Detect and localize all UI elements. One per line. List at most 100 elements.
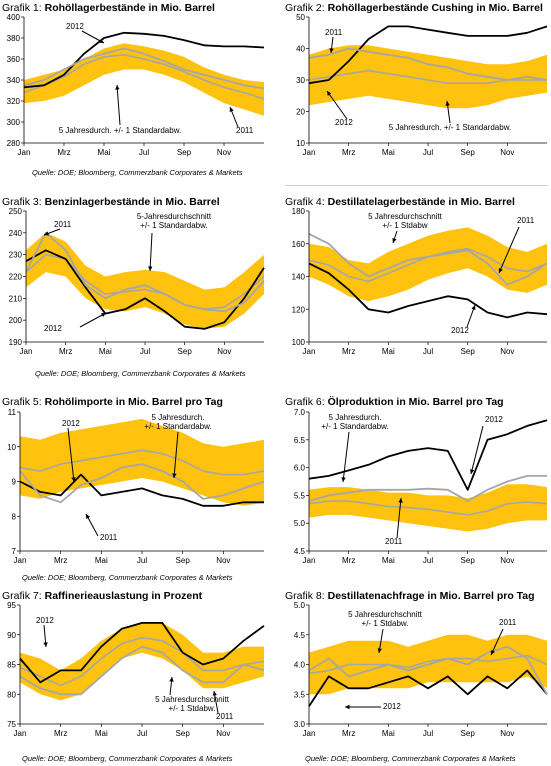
arrow-head <box>115 85 120 90</box>
line-2012 <box>19 622 265 684</box>
arrow-head <box>43 642 48 647</box>
band-area <box>309 484 547 532</box>
annotation-label: 5 Jahresdurch. <box>329 413 382 422</box>
y-tick-label: 120 <box>292 305 306 314</box>
y-tick-label: 75 <box>7 720 16 729</box>
x-tick-label: Mai <box>95 556 108 565</box>
arrow-head <box>169 677 174 682</box>
annotation-label: +/- 1 Stdabw <box>382 221 427 230</box>
chart-svg: 4.5 5.0 5.5 6.0 6.5 7.0 Jan Mrz Mai Jul Sep Nov 5 Ja… <box>294 408 548 565</box>
annotation-arrow <box>79 312 107 328</box>
x-tick-label: Jul <box>423 347 433 356</box>
x-tick-label: Jan <box>303 556 316 565</box>
arrow-head <box>44 231 49 236</box>
x-tick-label: Nov <box>217 347 231 356</box>
band-area <box>20 622 264 701</box>
y-tick-label: 10 <box>7 443 16 452</box>
arrow-head <box>498 268 503 273</box>
arrow-head <box>101 313 106 317</box>
arrow-head <box>86 514 91 519</box>
average-line <box>19 636 265 687</box>
y-tick-label: 40 <box>296 45 305 54</box>
annotation-label: 2012 <box>383 702 401 711</box>
annotation-arrow <box>67 427 75 483</box>
y-tick-label: 360 <box>7 55 21 64</box>
x-tick-label: Mrz <box>342 729 355 738</box>
line-2011 <box>308 47 548 81</box>
x-tick-label: Nov <box>216 729 230 738</box>
x-tick-label: Mrz <box>342 347 355 356</box>
annotation-arrow <box>396 497 402 539</box>
arrow-head <box>329 48 334 53</box>
y-tick-label: 100 <box>292 338 306 347</box>
annotation-label: 2012 <box>485 415 503 424</box>
chart-source: Quelle: DOE; Bloomberg, Commerzbank Corp… <box>22 754 233 763</box>
y-tick-label: 9 <box>12 478 17 487</box>
chart-title: Grafik 4: Destillatelagerbestände in Mio… <box>285 196 515 208</box>
annotation-label: 5 Jahresdurchschnitt <box>155 695 230 704</box>
arrow-head <box>99 38 104 43</box>
arrow-head <box>212 691 217 696</box>
chart-title: Grafik 2: Rohöllagerbestände Cushing in … <box>285 2 543 14</box>
x-tick-label: Jul <box>140 347 150 356</box>
y-tick-label: 3.5 <box>294 690 306 699</box>
y-tick-label: 6.0 <box>294 464 306 473</box>
y-tick-label: 250 <box>9 207 23 216</box>
y-tick-label: 30 <box>296 76 305 85</box>
annotation-label: +/- 1 Stdabw. <box>362 619 409 628</box>
x-tick-label: Nov <box>216 556 230 565</box>
y-tick-label: 90 <box>7 631 16 640</box>
x-tick-label: Nov <box>500 556 514 565</box>
chart-svg: 75 80 85 90 95 Jan Mrz Mai Jul Sep Nov 2012 5 Jahres… <box>7 601 265 738</box>
arrow-head <box>490 650 495 655</box>
chart-panel-2: Grafik 2: Rohöllagerbestände Cushing in … <box>285 2 551 184</box>
chart-title: Grafik 7: Raffinerieauslastung in Prozen… <box>2 590 203 602</box>
annotation-arrow <box>116 84 121 126</box>
y-tick-label: 200 <box>9 316 23 325</box>
y-tick-label: 340 <box>7 76 21 85</box>
annotation-label: 2011 <box>54 220 72 229</box>
y-tick-label: 4.5 <box>294 631 306 640</box>
line-2012 <box>308 262 548 319</box>
band-area <box>309 45 547 109</box>
chart-svg: 3.0 3.5 4.0 4.5 5.0 Jan Mrz Mai Jul Sep Nov 5 Jahre… <box>294 601 548 738</box>
annotation-arrow <box>149 232 153 272</box>
y-tick-label: 50 <box>296 13 305 22</box>
y-tick-label: 180 <box>292 207 306 216</box>
x-tick-label: Mrz <box>54 556 67 565</box>
annotation-label: 5 Jahresdurchschnitt <box>368 212 443 221</box>
arrow-head <box>392 238 397 243</box>
annotation-arrow <box>490 628 504 656</box>
annotation-label: 5 Jahresdurchschnitt <box>348 610 423 619</box>
chart-panel-4: Grafik 4: Destillatelagerbestände in Mio… <box>35 196 551 378</box>
y-tick-label: 210 <box>9 294 23 303</box>
x-tick-label: Mai <box>99 347 112 356</box>
x-tick-label: Mai <box>382 729 395 738</box>
divider <box>285 185 548 186</box>
x-tick-label: Sep <box>461 729 476 738</box>
annotation-label: +/- 1 Standardabw. <box>144 422 211 431</box>
y-tick-label: 10 <box>296 139 305 148</box>
annotation-label: 2011 <box>325 28 343 37</box>
x-tick-label: Jan <box>303 729 316 738</box>
annotation-label: 5 Jahresdurch. <box>152 413 205 422</box>
x-tick-label: Jan <box>14 556 27 565</box>
annotation-label: +/- 1 Stdabw. <box>169 704 216 713</box>
average-line <box>308 654 548 675</box>
x-tick-label: Sep <box>178 347 193 356</box>
annotation-label: 5-Jahresdurchschnitt <box>137 212 212 221</box>
y-tick-label: 230 <box>9 251 23 260</box>
y-tick-label: 220 <box>9 273 23 282</box>
average-line <box>23 54 265 100</box>
annotation-label: 2011 <box>499 618 517 627</box>
arrow-head <box>345 704 350 710</box>
x-tick-label: Jan <box>303 347 316 356</box>
y-tick-label: 20 <box>296 108 305 117</box>
annotation-label: +/- 1 Standardabw. <box>321 422 388 431</box>
chart-panel-6: Grafik 6: Ölproduktion in Mio. Barrel pr… <box>285 396 551 586</box>
line-2011 <box>19 645 265 696</box>
y-tick-label: 4.5 <box>294 547 306 556</box>
x-tick-label: Mrz <box>57 148 70 157</box>
chart-svg: 7 8 9 10 11 Jan Mrz Mai Jul Sep Nov 2012 5 Jahresdur… <box>7 408 265 565</box>
chart-title: Grafik 1: Rohöllagerbestände in Mio. Bar… <box>2 2 215 14</box>
